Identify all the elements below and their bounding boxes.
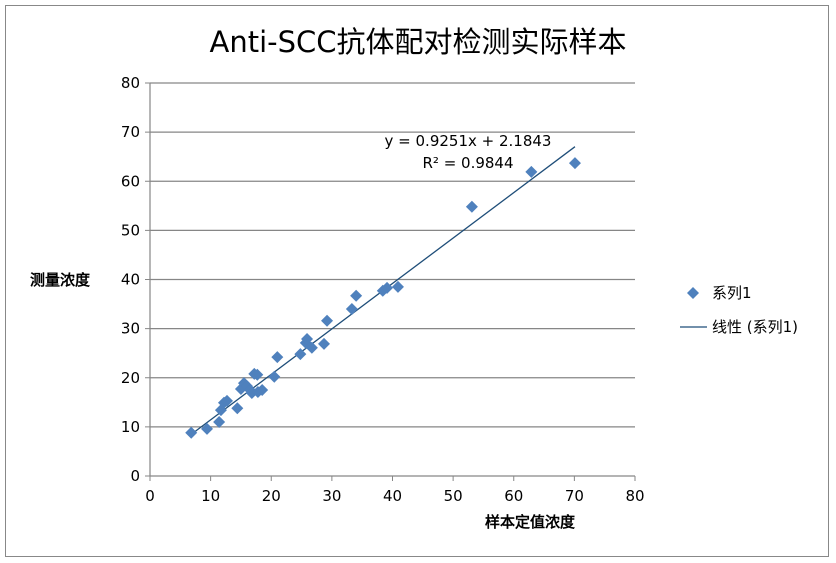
x-tick-label: 60 bbox=[504, 487, 523, 505]
data-point bbox=[305, 341, 318, 354]
data-point bbox=[381, 281, 394, 294]
y-tick-label: 10 bbox=[121, 418, 140, 436]
legend: 系列1 线性 (系列1) bbox=[680, 284, 798, 336]
y-axis-label: 测量浓度 bbox=[30, 271, 91, 289]
y-tick-label: 40 bbox=[121, 271, 140, 289]
legend-label-series1: 系列1 bbox=[712, 284, 752, 302]
x-tick-label: 20 bbox=[262, 487, 281, 505]
data-point bbox=[231, 402, 244, 415]
data-point bbox=[268, 370, 281, 383]
x-tick-label: 40 bbox=[383, 487, 402, 505]
trendline-equation: y = 0.9251x + 2.1843 bbox=[385, 132, 552, 150]
data-point bbox=[213, 415, 226, 428]
data-point bbox=[525, 165, 538, 178]
y-tick-label: 30 bbox=[121, 320, 140, 338]
chart-title: Anti-SCC抗体配对检测实际样本 bbox=[209, 25, 626, 59]
data-point bbox=[465, 200, 478, 213]
x-axis-label: 样本定值浓度 bbox=[485, 513, 576, 531]
data-point bbox=[200, 422, 213, 435]
x-tick-label: 30 bbox=[322, 487, 341, 505]
data-point bbox=[301, 332, 314, 345]
y-tick-label: 70 bbox=[121, 123, 140, 141]
x-tick-label: 50 bbox=[444, 487, 463, 505]
data-point bbox=[256, 384, 269, 397]
data-point bbox=[220, 394, 233, 407]
x-tick-label: 0 bbox=[145, 487, 155, 505]
trendline-r2: R² = 0.9844 bbox=[422, 154, 513, 172]
x-tick-label: 80 bbox=[625, 487, 644, 505]
y-tick-label: 50 bbox=[121, 221, 140, 239]
x-tick-label: 70 bbox=[565, 487, 584, 505]
data-point bbox=[317, 337, 330, 350]
data-point bbox=[251, 368, 264, 381]
data-point bbox=[271, 351, 284, 364]
data-point bbox=[345, 302, 358, 315]
data-point bbox=[321, 314, 334, 327]
data-point bbox=[350, 289, 363, 302]
y-tick-label: 80 bbox=[121, 74, 140, 92]
x-tick-label: 10 bbox=[201, 487, 220, 505]
data-point bbox=[391, 280, 404, 293]
y-tick-label: 60 bbox=[121, 172, 140, 190]
chart-area bbox=[5, 5, 829, 557]
data-point bbox=[568, 157, 581, 170]
legend-label-trendline: 线性 (系列1) bbox=[712, 318, 798, 336]
y-tick-label: 20 bbox=[121, 369, 140, 387]
data-point bbox=[185, 426, 198, 439]
legend-marker-series1 bbox=[687, 287, 699, 299]
data-point bbox=[294, 348, 307, 361]
y-tick-label: 0 bbox=[130, 467, 140, 485]
